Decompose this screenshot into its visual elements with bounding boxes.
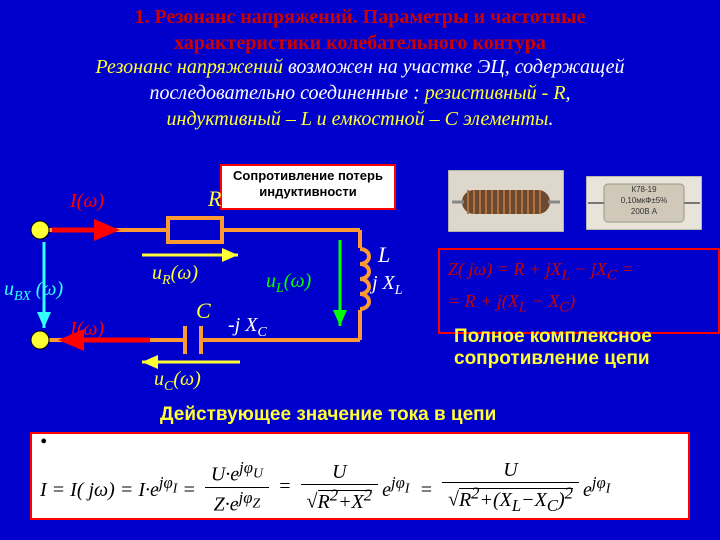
capacitor-photo: К78-19 0,10мкФ±5% 200В А [586, 176, 702, 230]
z-line-1: Z( jω) = R + jXL − jXC = [448, 256, 710, 288]
impedance-formula-box: Z( jω) = R + jXL − jXC = = R + j(XL − XC… [438, 248, 720, 334]
circuit-label-Iw_bot: I(ω) [70, 318, 104, 341]
zcap-l1: Полное комплексное [454, 326, 652, 347]
z-line-2: = R + j(XL − XC) [448, 288, 710, 320]
intro-line-3: индуктивный – L и емкостной – C элементы… [0, 108, 720, 131]
circuit-label-R: R [208, 186, 221, 212]
circuit-label-jXL: j XL [372, 272, 403, 299]
title-line-2: характеристики колебательного контура [0, 32, 720, 55]
current-formula-box: •I = I( jω) = I·ejφI = U·ejφUZ·ejφZ = U√… [30, 432, 690, 520]
inductor-photo [448, 170, 564, 232]
svg-text:200В А: 200В А [631, 207, 658, 216]
title-line-1: 1. Резонанс напряжений. Параметры и част… [0, 6, 720, 29]
circuit-label-L: L [378, 242, 390, 268]
circuit-label-uC: uC(ω) [154, 368, 201, 395]
circuit-label-C: C [196, 298, 211, 324]
impedance-caption: Полное комплексное сопротивление цепи [454, 326, 652, 370]
loss-text-2: индуктивности [259, 184, 357, 199]
circuit-label-Iw_top: I(ω) [70, 190, 104, 213]
circuit-label-uBX: uВХ (ω) [4, 278, 63, 305]
loss-text-1: Сопротивление потерь [233, 168, 383, 183]
circuit-label-uL: uL(ω) [266, 270, 311, 297]
zcap-l2: сопротивление цепи [454, 348, 650, 369]
circuit-label-uR: uR(ω) [152, 262, 198, 289]
intro-line-1: Резонанс напряжений возможен на участке … [0, 56, 720, 79]
svg-text:0,10мкФ±5%: 0,10мкФ±5% [621, 196, 668, 205]
svg-text:К78-19: К78-19 [631, 185, 657, 194]
circuit-label-mjXC: -j XC [228, 314, 267, 341]
intro-line-2: последовательно соединенные : резистивны… [0, 82, 720, 105]
current-caption: Действующее значение тока в цепи [160, 404, 496, 426]
